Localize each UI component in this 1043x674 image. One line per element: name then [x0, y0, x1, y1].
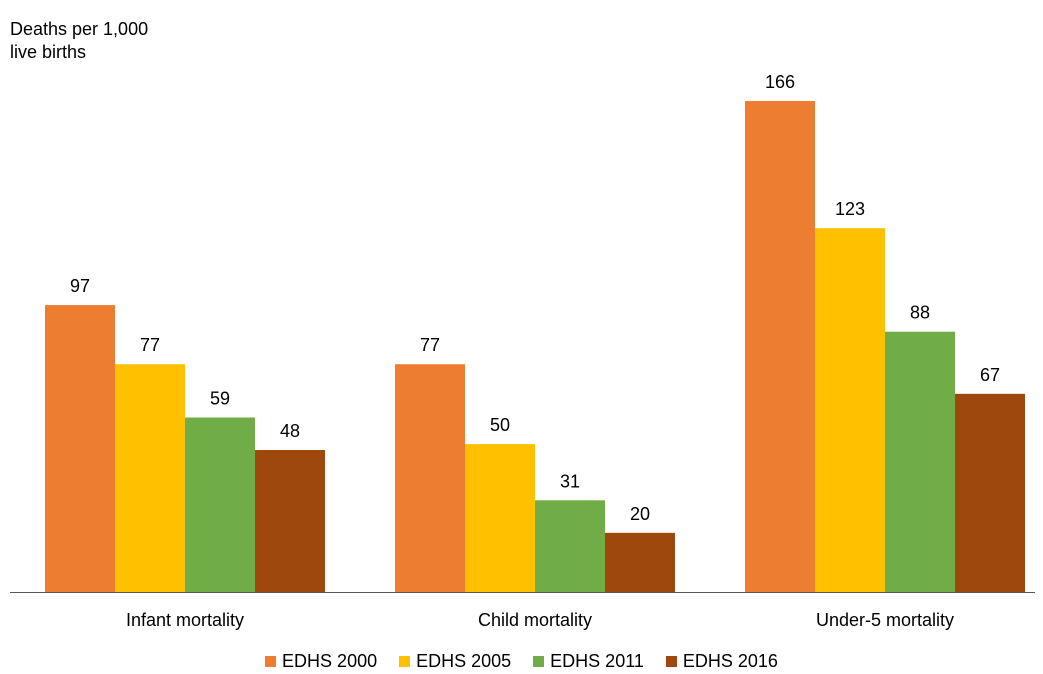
bar-edhs-2000-2 [745, 101, 815, 592]
bar-edhs-2011-1 [535, 500, 605, 592]
legend: EDHS 2000 EDHS 2005 EDHS 2011 EDHS 2016 [0, 648, 1043, 674]
value-label: 50 [490, 415, 510, 435]
bar-edhs-2016-2 [955, 393, 1025, 592]
bar-edhs-2011-0 [185, 417, 255, 592]
value-label: 48 [280, 421, 300, 441]
y-axis-label-line1: Deaths per 1,000 [10, 19, 149, 39]
value-label: 20 [630, 504, 650, 524]
value-label: 31 [560, 471, 580, 491]
bar-edhs-2005-2 [815, 228, 885, 592]
bar-edhs-2000-0 [45, 305, 115, 592]
category-labels-group: Infant mortality Child mortality Under-5 m… [126, 610, 954, 630]
value-label: 97 [70, 276, 90, 296]
legend-item: EDHS 2000 [265, 651, 377, 672]
legend-swatch [665, 655, 677, 667]
legend-swatch [533, 655, 545, 667]
category-label: Under-5 mortality [816, 610, 954, 630]
value-label: 123 [835, 199, 865, 219]
bar-edhs-2005-1 [465, 444, 535, 592]
legend-item: EDHS 2016 [665, 650, 778, 672]
value-label: 77 [140, 335, 160, 355]
value-labels-group: 97 77 59 48 77 50 31 20 166 123 88 67 [70, 72, 1000, 524]
legend-item: EDHS 2005 [399, 651, 511, 672]
value-label: 59 [210, 388, 230, 408]
bar-edhs-2016-0 [255, 450, 325, 592]
legend-label: EDHS 2000 [282, 650, 378, 671]
category-label: Child mortality [478, 610, 592, 630]
value-label: 77 [420, 335, 440, 355]
legend-label: EDHS 2011 [550, 650, 644, 671]
bar-edhs-2016-1 [605, 532, 675, 592]
legend-label: EDHS 2016 [682, 650, 778, 671]
value-label: 88 [910, 303, 930, 323]
legend-item: EDHS 2011 [533, 651, 644, 672]
legend-swatch [399, 655, 411, 667]
legend-label: EDHS 2005 [416, 650, 512, 671]
value-label: 67 [980, 365, 1000, 385]
bar-edhs-2011-2 [885, 331, 955, 592]
y-axis-label: Deaths per 1,000 live births [10, 18, 148, 64]
category-label: Infant mortality [126, 610, 244, 630]
legend-swatch [265, 655, 277, 667]
y-axis-label-line2: live births [10, 42, 87, 62]
bar-edhs-2000-1 [395, 364, 465, 592]
value-label: 166 [765, 72, 795, 92]
bars-group [45, 101, 1025, 592]
bar-edhs-2005-0 [115, 364, 185, 592]
